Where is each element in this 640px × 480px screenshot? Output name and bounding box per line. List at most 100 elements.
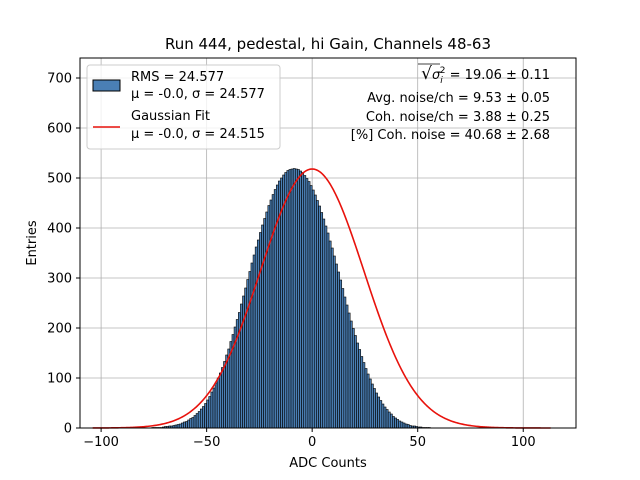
histogram-bar — [256, 239, 260, 429]
histogram-bar — [301, 172, 305, 429]
histogram-bar — [254, 246, 258, 429]
histogram-bar — [176, 424, 180, 429]
histogram-bar — [242, 295, 245, 429]
histogram-bar — [282, 174, 286, 429]
legend-hist-params: μ = -0.0, σ = 24.577 — [131, 87, 265, 102]
plot-frame — [79, 57, 577, 429]
y-tick-label: 200 — [47, 322, 72, 337]
histogram-bar — [263, 218, 267, 429]
legend-box — [86, 64, 281, 150]
histogram-bar — [387, 411, 391, 429]
histogram-bar — [318, 205, 321, 429]
legend-fit-params: μ = -0.0, σ = 24.515 — [131, 127, 265, 142]
histogram-bar — [347, 312, 351, 429]
histogram-bar — [354, 335, 357, 429]
histogram-bar — [370, 383, 374, 429]
histogram-bar — [377, 396, 381, 429]
histogram-bar — [358, 349, 362, 429]
histogram-bar — [328, 240, 332, 429]
histogram-bar — [396, 419, 400, 429]
histogram-bar — [373, 388, 376, 429]
histogram-bar — [187, 419, 191, 429]
histogram-bar — [206, 399, 210, 429]
histogram-bar — [392, 416, 395, 429]
histogram-bar — [290, 168, 294, 429]
sigma-value: = 19.06 ± 0.11 — [446, 68, 550, 83]
histogram-bar — [214, 382, 218, 429]
x-tick-label: 0 — [308, 435, 316, 450]
histogram-bar — [356, 342, 359, 429]
histogram-bar — [330, 247, 334, 429]
histogram-bar — [259, 232, 262, 429]
sigma-superscript: 2 — [440, 66, 446, 76]
histogram-bar — [200, 408, 203, 429]
legend-rms-label: RMS = 24.577 — [131, 70, 224, 85]
histogram-bar — [204, 403, 207, 429]
histogram-bar — [202, 406, 205, 429]
histogram-bar — [383, 406, 387, 429]
histogram-bar — [248, 271, 252, 429]
histogram-bar — [381, 403, 385, 429]
y-tick-label: 0 — [64, 422, 72, 437]
histogram-bar — [269, 199, 273, 429]
histogram-bar — [320, 212, 324, 429]
histogram-bar — [185, 421, 188, 429]
histogram-bar — [368, 378, 372, 429]
histogram-bar — [221, 367, 224, 429]
histogram-bar — [400, 421, 404, 429]
legend-histogram-swatch — [92, 79, 121, 92]
histogram-bar — [212, 387, 216, 429]
histogram-bar — [349, 320, 353, 429]
sigma-subscript: i — [440, 76, 443, 86]
histogram-bar — [216, 377, 220, 429]
legend: RMS = 24.577 μ = -0.0, σ = 24.577 Gaussi… — [86, 64, 281, 150]
histogram-bar — [339, 279, 343, 429]
histogram-bar — [406, 424, 410, 429]
histogram-bar — [316, 200, 319, 429]
stat-coh-noise-percent: [%] Coh. noise = 40.68 ± 2.68 — [351, 128, 550, 143]
histogram-bar — [246, 279, 250, 429]
y-tick-label: 700 — [47, 72, 72, 87]
histogram-bar — [343, 296, 347, 429]
histogram-bar — [178, 423, 182, 429]
histogram-bar — [375, 392, 378, 429]
histogram-bar — [313, 194, 317, 429]
histogram-bar — [183, 421, 186, 429]
histogram-bar — [223, 361, 226, 429]
histogram-bar — [227, 348, 231, 429]
histogram-bar — [337, 271, 340, 429]
y-axis-ticks: 0 100 200 300 400 500 600 700 — [47, 72, 80, 437]
histogram-bar — [284, 172, 288, 429]
histogram-bar — [299, 170, 302, 429]
histogram-bar — [191, 417, 195, 429]
histogram-bar — [385, 409, 389, 429]
histogram-bar — [379, 400, 383, 429]
histogram-bar — [332, 255, 336, 429]
histogram-bar — [294, 168, 298, 429]
histogram-bar — [305, 178, 309, 429]
noise-stats: √σi2 = 19.06 ± 0.11 Avg. noise/ch = 9.53… — [351, 63, 550, 143]
histogram-bar — [303, 175, 307, 429]
chart-title: Run 444, pedestal, hi Gain, Channels 48-… — [165, 35, 491, 53]
histogram-bar — [324, 225, 328, 429]
histogram-bar — [208, 396, 212, 429]
y-tick-label: 300 — [47, 272, 72, 287]
legend-fit-label: Gaussian Fit — [131, 109, 210, 124]
x-tick-label: −50 — [193, 435, 220, 450]
histogram-bar — [250, 262, 254, 429]
x-tick-label: 100 — [511, 435, 536, 450]
histogram-bar — [309, 185, 313, 429]
histogram-bar — [307, 181, 311, 429]
histogram-bar — [362, 362, 366, 429]
histogram-bar — [341, 288, 345, 429]
histogram-bar — [193, 415, 197, 429]
histogram-bar — [322, 218, 326, 429]
histogram-bar — [195, 413, 199, 429]
histogram-bar — [360, 356, 364, 429]
sqrt-sign: √ — [421, 64, 432, 84]
histogram-bar — [398, 420, 402, 429]
histogram-bar — [252, 254, 256, 429]
sigma-symbol: σ — [432, 68, 441, 83]
y-tick-label: 500 — [47, 172, 72, 187]
